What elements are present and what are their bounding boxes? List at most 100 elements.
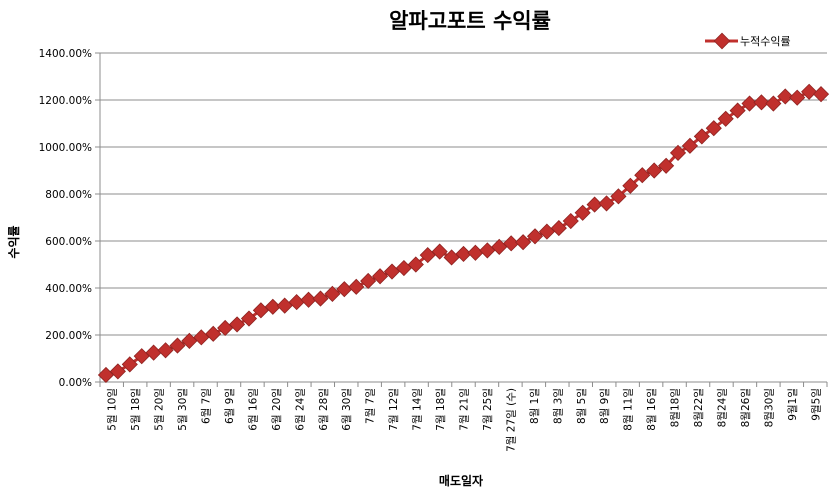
- data-point-marker: [812, 86, 830, 103]
- x-tick-label: 6월 16일: [246, 388, 259, 431]
- data-point-marker: [634, 167, 651, 184]
- data-point-marker: [169, 337, 186, 354]
- data-point-marker: [288, 294, 305, 311]
- data-point-marker: [467, 244, 484, 261]
- data-point-marker: [193, 329, 210, 346]
- x-tick-label: 7월 27일 (수): [504, 388, 517, 452]
- data-point-marker: [312, 290, 329, 307]
- legend-label: 누적수익률: [740, 35, 791, 48]
- data-point-marker: [121, 356, 138, 373]
- x-tick-label: 8월 1일: [528, 388, 541, 424]
- x-tick-label: 8월 5일: [575, 388, 588, 424]
- x-tick-label: 7월 7일: [364, 388, 377, 424]
- data-point-marker: [586, 196, 603, 213]
- data-point-marker: [658, 157, 675, 174]
- y-tick-label: 800.00%: [45, 189, 92, 201]
- data-point-marker: [240, 310, 258, 327]
- data-point-marker: [622, 177, 639, 194]
- x-tick-label: 5월 18일: [129, 388, 142, 431]
- data-point-marker: [276, 297, 293, 314]
- data-point-marker: [681, 137, 699, 154]
- data-point-marker: [431, 243, 448, 260]
- data-point-marker: [228, 316, 246, 333]
- x-tick-label: 8월18일: [669, 388, 682, 427]
- y-tick-label: 600.00%: [45, 236, 92, 248]
- x-axis-title: 매도일자: [439, 473, 483, 488]
- y-tick-labels: 0.00% 200.00% 400.00% 600.00% 800.00% 1000.00…: [39, 48, 92, 389]
- x-tick-label: 7월 12일: [387, 388, 400, 431]
- data-point-marker: [693, 128, 710, 145]
- data-point-marker: [324, 285, 341, 302]
- y-tick-label: 0.00%: [59, 377, 92, 389]
- data-point-marker: [503, 235, 520, 252]
- series-markers: [97, 83, 830, 384]
- y-tick-label: 1400.00%: [39, 48, 92, 60]
- x-tick-label: 9월1일: [786, 388, 799, 421]
- data-point-marker: [777, 88, 794, 105]
- x-tick-label: 8월30일: [762, 388, 775, 427]
- data-point-marker: [264, 298, 281, 315]
- y-tick-label: 400.00%: [45, 283, 92, 295]
- x-tick-label: 5월 30일: [176, 388, 189, 431]
- legend: 누적수익률: [705, 32, 791, 50]
- data-point-marker: [145, 344, 162, 361]
- x-tick-label: 8월 3일: [551, 388, 564, 424]
- data-point-marker: [300, 291, 317, 308]
- x-tick-label: 8월26일: [739, 388, 752, 427]
- data-point-marker: [550, 220, 567, 237]
- data-point-marker: [360, 272, 377, 290]
- data-point-marker: [705, 120, 722, 137]
- data-point-marker: [526, 228, 544, 245]
- data-point-marker: [479, 242, 496, 259]
- data-point-marker: [455, 245, 472, 262]
- data-point-marker: [395, 259, 412, 277]
- data-point-marker: [741, 95, 758, 112]
- x-tick-label: 6월 24일: [293, 388, 306, 431]
- data-point-marker: [109, 363, 126, 380]
- x-tick-label: 6월 20일: [270, 388, 283, 431]
- data-point-marker: [729, 102, 746, 119]
- data-point-marker: [765, 95, 782, 112]
- data-point-marker: [598, 195, 615, 212]
- x-tick-label: 6월 9일: [223, 388, 236, 424]
- data-point-marker: [646, 162, 663, 179]
- data-point-marker: [491, 238, 508, 255]
- x-tick-label: 8월 9일: [598, 388, 611, 424]
- data-point-marker: [753, 94, 770, 111]
- x-tick-label: 8월 16일: [645, 388, 658, 431]
- x-tick-label: 6월 28일: [317, 388, 330, 431]
- axes: [99, 53, 827, 383]
- data-point-marker: [348, 278, 365, 295]
- data-point-marker: [372, 268, 389, 285]
- data-point-marker: [789, 89, 806, 106]
- y-axis-title: 수익률: [7, 225, 21, 258]
- x-tick-label: 7월 25일: [481, 388, 494, 431]
- grid: [95, 52, 827, 383]
- data-point-marker: [205, 325, 222, 342]
- legend-marker-icon: [713, 32, 731, 50]
- data-point-marker: [515, 234, 532, 251]
- x-tick-label: 6월 7일: [200, 388, 213, 424]
- x-tick-label: 9월5일: [809, 388, 822, 421]
- chart-title: 알파고포트 수익률: [389, 9, 551, 33]
- y-tick-label: 200.00%: [45, 330, 92, 342]
- y-tick-label: 1200.00%: [39, 95, 92, 107]
- data-point-marker: [717, 110, 734, 127]
- x-tick-label: 8월24일: [716, 388, 729, 427]
- data-point-marker: [407, 256, 424, 273]
- data-point-marker: [801, 83, 818, 100]
- data-point-marker: [669, 144, 687, 161]
- x-tick-label: 5월 20일: [153, 388, 166, 431]
- data-point-marker: [157, 342, 174, 359]
- x-tick-label: 6월 30일: [340, 388, 353, 431]
- data-point-marker: [562, 212, 579, 230]
- x-tick-label: 8월22일: [692, 388, 705, 427]
- x-tick-label: 7월 18일: [434, 388, 447, 431]
- y-tick-label: 1000.00%: [39, 142, 92, 154]
- x-tick-label: 8월 11일: [622, 388, 635, 431]
- x-tick-label: 7월 14일: [411, 388, 424, 431]
- data-point-marker: [610, 188, 627, 205]
- data-point-marker: [574, 204, 591, 221]
- x-tick-labels: 5월 10일 5월 18일 5월 20일 5월 30일 6월 7일 6월 9일 6월 16일…: [99, 382, 828, 452]
